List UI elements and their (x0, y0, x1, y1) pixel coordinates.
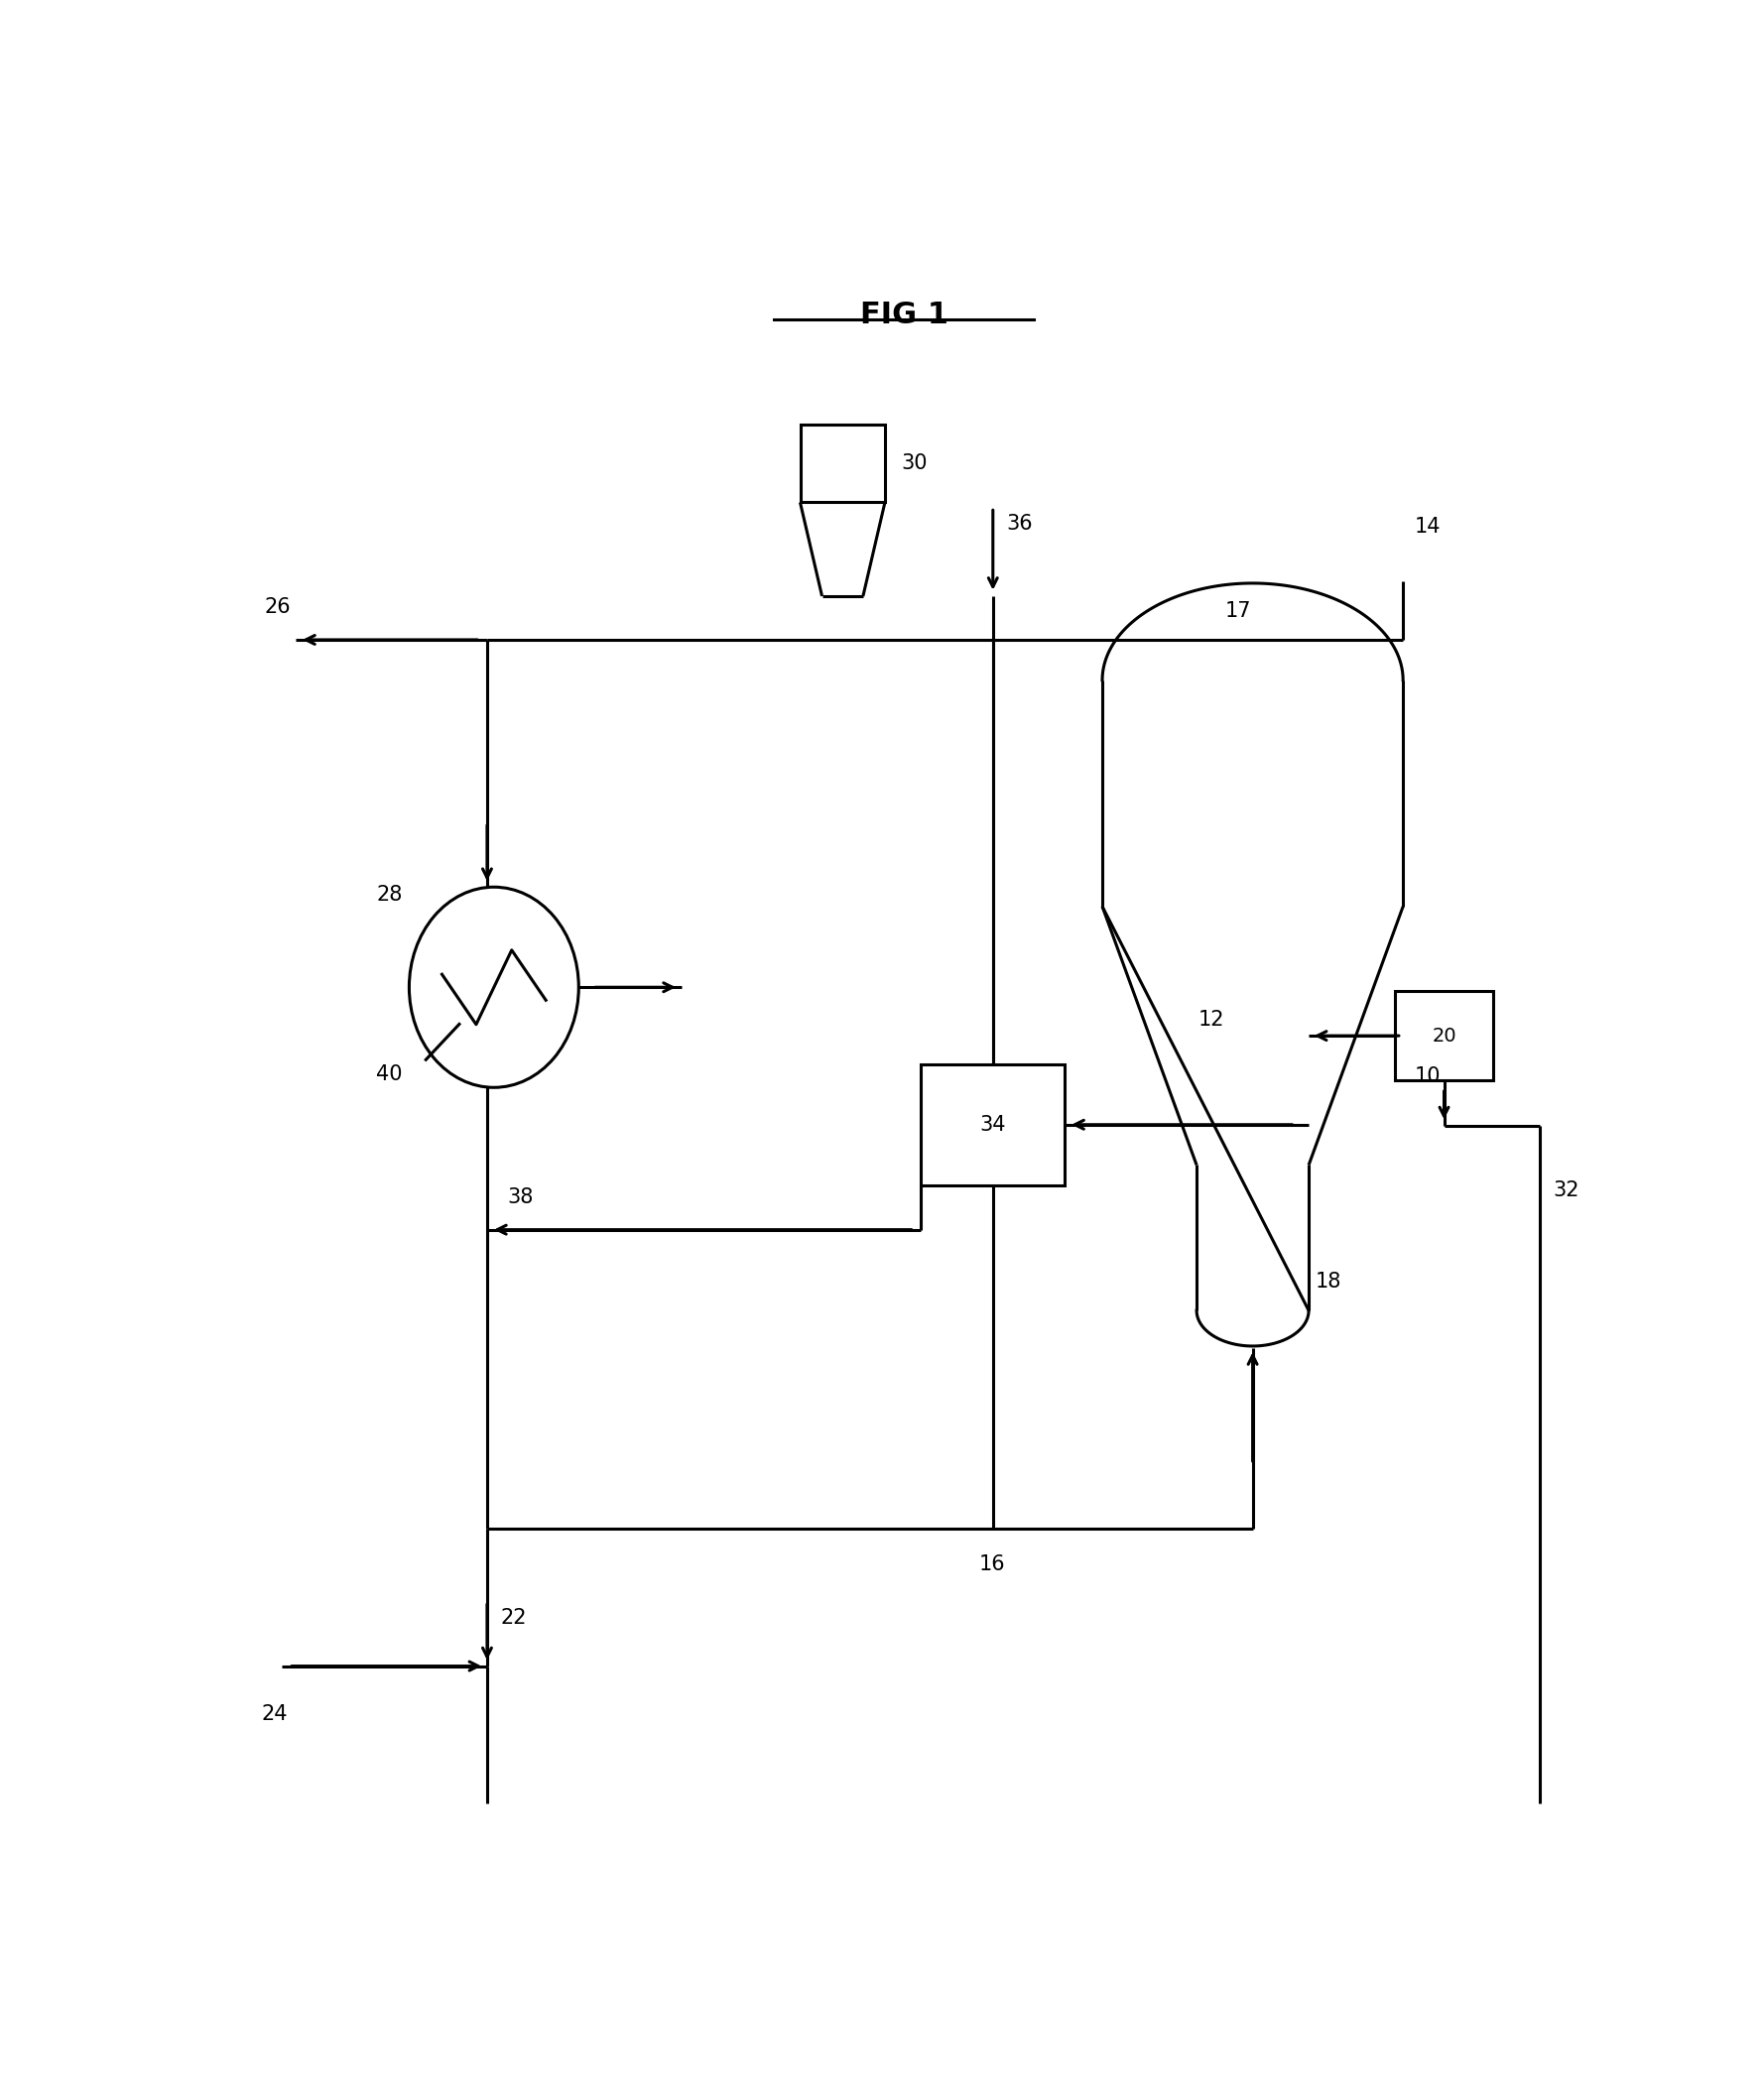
Text: 28: 28 (376, 886, 402, 905)
Text: 30: 30 (901, 453, 928, 474)
Text: 36: 36 (1007, 514, 1034, 533)
Text: 22: 22 (501, 1608, 527, 1627)
Text: 18: 18 (1316, 1272, 1342, 1291)
Text: 34: 34 (979, 1115, 1005, 1136)
Text: 17: 17 (1226, 600, 1252, 621)
Text: 26: 26 (265, 598, 291, 617)
Text: 38: 38 (508, 1188, 534, 1207)
Text: 10: 10 (1415, 1066, 1439, 1085)
Bar (921, 1064, 1065, 1186)
Text: FIG 1: FIG 1 (859, 300, 949, 330)
Bar (801, 424, 886, 502)
Bar (1395, 991, 1494, 1081)
Text: 32: 32 (1554, 1180, 1581, 1201)
Text: 40: 40 (376, 1064, 402, 1085)
Text: 16: 16 (979, 1555, 1005, 1574)
Text: 14: 14 (1415, 516, 1439, 537)
Text: 24: 24 (261, 1704, 288, 1725)
Text: 20: 20 (1432, 1026, 1457, 1045)
Text: 12: 12 (1198, 1010, 1224, 1029)
